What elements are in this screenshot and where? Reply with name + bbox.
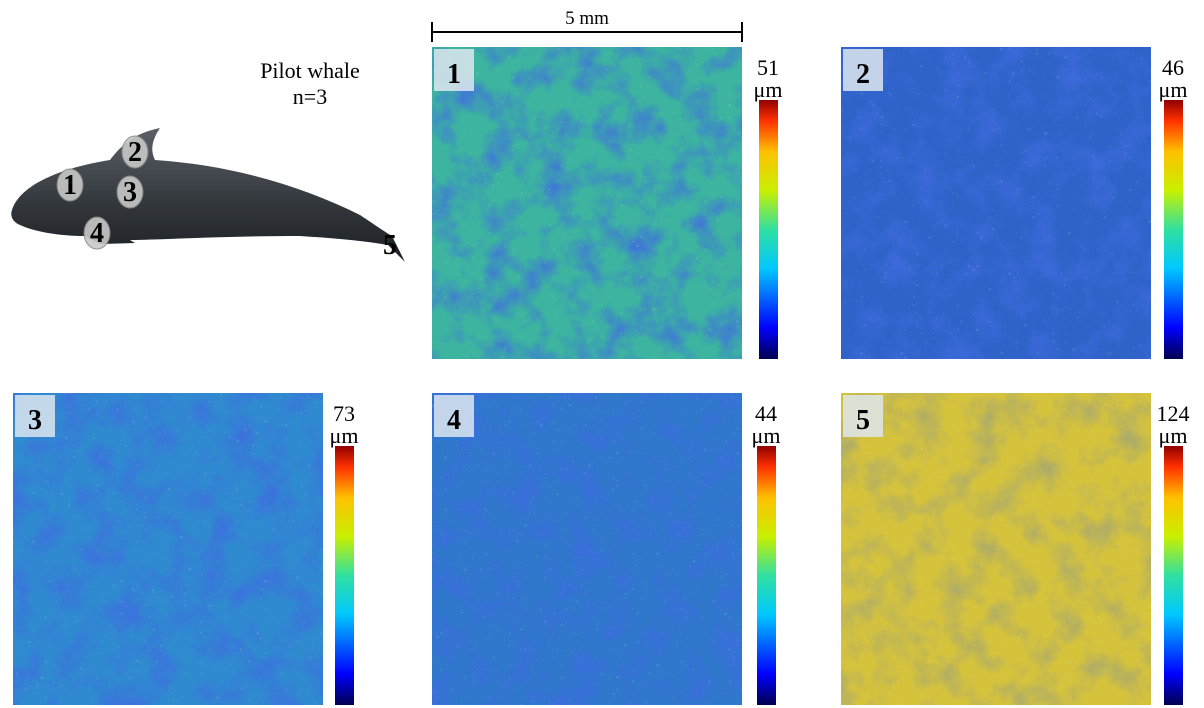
marker-label: 2 — [128, 137, 142, 168]
marker-label: 1 — [63, 170, 77, 201]
surface-grain — [841, 393, 1151, 705]
panel-label: 3 — [28, 405, 42, 436]
colorbar — [1164, 100, 1183, 359]
figure: Pilot whale n=3 12345 5 mm 151μm246μm373… — [0, 0, 1204, 708]
panel-label: 4 — [447, 405, 461, 436]
panel-label: 2 — [856, 59, 870, 90]
surface-grain — [432, 47, 742, 359]
marker-label: 3 — [123, 177, 137, 208]
sample-count: n=3 — [293, 84, 327, 109]
species-title: Pilot whale — [260, 58, 360, 83]
scale-bar: 5 mm — [432, 8, 742, 42]
panel-label: 1 — [447, 59, 461, 90]
surface-grain — [432, 393, 742, 705]
colorbar — [335, 446, 354, 705]
colorbar-unit: μm — [1159, 77, 1188, 102]
marker-label: 5 — [383, 230, 397, 261]
surface-grain — [841, 47, 1151, 359]
colorbar-unit: μm — [752, 423, 781, 448]
colorbar — [757, 446, 776, 705]
marker-label: 4 — [90, 218, 104, 249]
surface-grain — [13, 393, 323, 705]
colorbar-unit: μm — [1159, 423, 1188, 448]
colorbar-unit: μm — [330, 423, 359, 448]
colorbar-unit: μm — [754, 77, 783, 102]
scale-label: 5 mm — [565, 8, 609, 29]
panel-label: 5 — [856, 405, 870, 436]
colorbar — [1164, 446, 1183, 705]
colorbar — [759, 100, 778, 359]
